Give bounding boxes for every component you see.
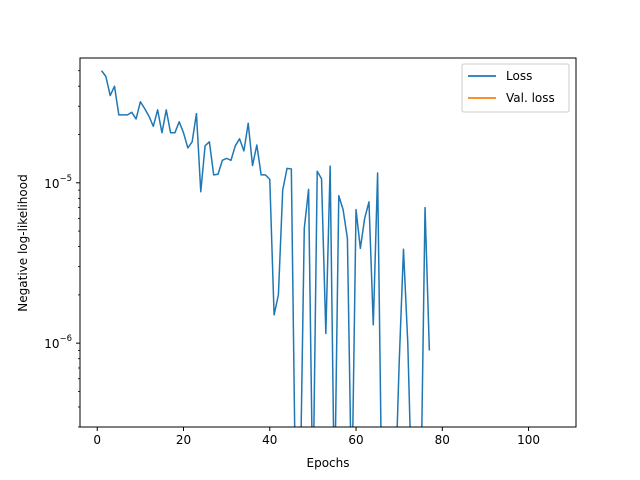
x-tick-label: 100 — [517, 433, 540, 447]
series-layer — [100, 70, 431, 427]
legend: Loss Val. loss — [461, 63, 570, 113]
y-axis: 10−6 10−5 — [44, 70, 80, 428]
x-tick-label: 0 — [93, 433, 101, 447]
x-tick-label: 80 — [435, 433, 450, 447]
x-tick-label: 60 — [348, 433, 363, 447]
series-line-loss — [100, 70, 431, 427]
y-axis-label: Negative log-likelihood — [16, 174, 30, 311]
axes-frame — [79, 57, 577, 428]
x-tick-label: 40 — [262, 433, 277, 447]
x-tick-label: 20 — [176, 433, 191, 447]
legend-label: Val. loss — [506, 91, 555, 105]
legend-label: Loss — [506, 69, 532, 83]
y-tick-label: 10−5 — [44, 174, 72, 191]
x-axis: 0 20 40 60 80 100 — [93, 427, 540, 447]
x-axis-label: Epochs — [307, 456, 350, 470]
y-tick-label: 10−6 — [44, 334, 72, 351]
